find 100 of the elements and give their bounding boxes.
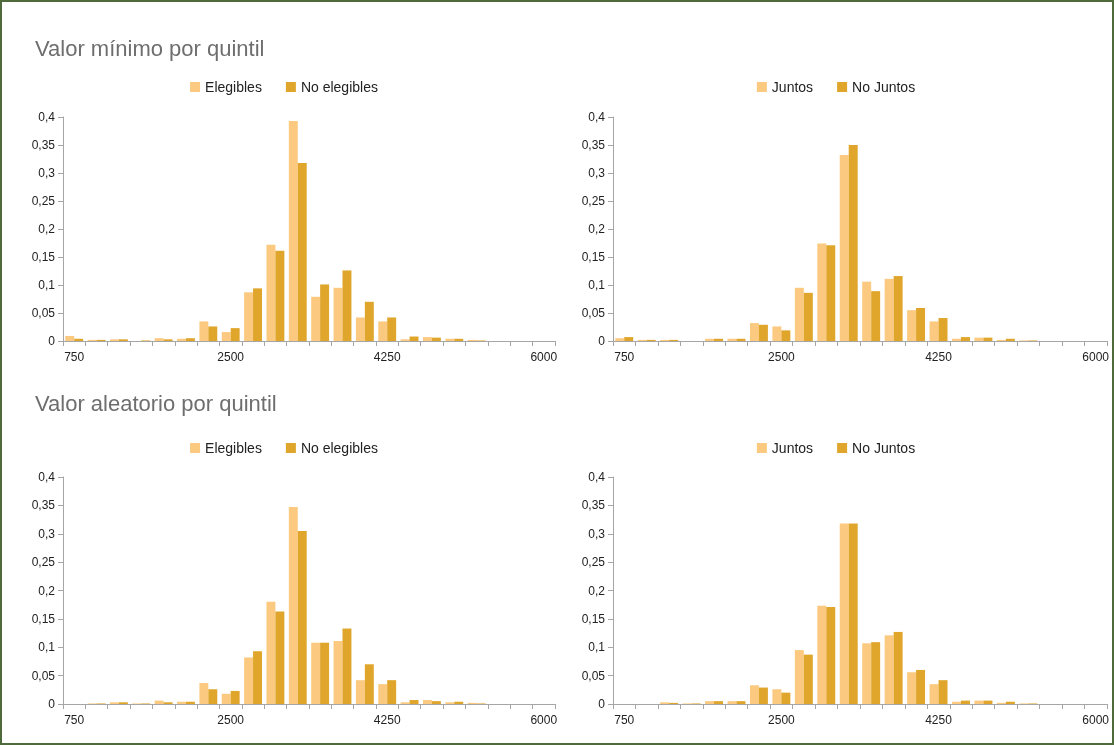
y-tick-label: 0,25 <box>31 194 56 208</box>
x-tick-label: 4250 <box>925 713 953 727</box>
bar <box>938 680 948 704</box>
y-tick-label: 0 <box>48 334 56 348</box>
y-tick-label: 0,25 <box>581 194 606 208</box>
bar <box>871 642 881 704</box>
bar <box>431 337 441 341</box>
bar <box>938 318 948 341</box>
bar <box>177 338 186 341</box>
bar <box>624 337 634 341</box>
y-tick-label: 0 <box>598 697 606 711</box>
bar <box>893 276 903 341</box>
bar <box>817 605 827 704</box>
bar <box>431 701 441 704</box>
bar <box>1005 701 1015 704</box>
x-tick-label: 2500 <box>217 350 245 364</box>
y-tick-label: 0,35 <box>31 498 56 513</box>
y-tick-label: 0,4 <box>588 110 606 124</box>
bar <box>154 700 164 704</box>
y-tick-label: 0,2 <box>38 222 56 236</box>
bar <box>208 689 218 704</box>
bar <box>364 301 374 341</box>
bar <box>342 270 352 341</box>
x-tick-label: 2500 <box>217 713 245 727</box>
bar <box>230 690 240 704</box>
bar <box>221 693 231 704</box>
bar <box>848 523 858 704</box>
bar <box>871 291 881 341</box>
x-tick-label: 2500 <box>768 350 796 364</box>
y-tick-label: 0 <box>598 334 606 348</box>
bar <box>952 338 961 341</box>
bar <box>355 680 365 704</box>
y-tick-label: 0,3 <box>588 166 606 180</box>
y-tick-label: 0,35 <box>581 138 606 152</box>
bar <box>615 338 625 341</box>
bar <box>275 611 285 704</box>
bar <box>983 337 993 341</box>
y-tick-label: 0,15 <box>31 611 56 626</box>
bar <box>893 631 903 704</box>
x-tick-label: 2500 <box>768 713 796 727</box>
bar <box>422 700 432 704</box>
x-tick-label: 6000 <box>1082 713 1110 727</box>
y-tick-label: 0,25 <box>31 555 56 570</box>
bar <box>826 606 836 704</box>
bar <box>445 338 455 341</box>
bar <box>266 601 276 704</box>
x-tick-label: 750 <box>64 350 85 364</box>
x-tick-label: 750 <box>614 713 635 727</box>
bar <box>199 683 209 704</box>
bar <box>1005 338 1015 341</box>
y-tick-label: 0,15 <box>581 250 606 264</box>
bar <box>275 250 285 341</box>
bar <box>154 338 164 341</box>
y-tick-label: 0,35 <box>581 498 606 513</box>
legend-label: No elegibles <box>300 440 378 456</box>
bar <box>817 243 827 341</box>
bar <box>311 642 321 704</box>
bar <box>916 307 926 341</box>
bar <box>781 330 791 341</box>
x-tick-label: 750 <box>64 713 85 727</box>
bar <box>266 244 276 341</box>
bar <box>320 284 330 341</box>
bar <box>727 701 737 704</box>
bar <box>65 335 75 341</box>
bar <box>749 323 759 341</box>
bar <box>884 635 894 704</box>
bar <box>758 687 768 704</box>
bar <box>772 326 782 341</box>
bar <box>848 145 858 341</box>
bar <box>333 641 343 704</box>
y-tick-label: 0,05 <box>31 306 56 320</box>
bar <box>454 701 464 704</box>
bar <box>803 292 813 341</box>
legend-label: Juntos <box>771 440 814 456</box>
bar <box>794 287 804 341</box>
bar <box>705 701 715 704</box>
bar <box>916 669 926 704</box>
bar <box>253 288 262 341</box>
bar <box>454 338 464 341</box>
bar <box>794 650 804 704</box>
y-tick-label: 0,3 <box>38 526 56 541</box>
bar <box>288 507 298 704</box>
y-tick-label: 0,2 <box>588 583 606 598</box>
bar <box>736 701 746 704</box>
bar <box>409 336 419 341</box>
bar <box>826 245 836 341</box>
bar <box>364 664 374 704</box>
legend-label: No Juntos <box>852 440 916 456</box>
bar <box>749 685 759 704</box>
x-tick-label: 4250 <box>925 350 953 364</box>
bar <box>185 701 195 704</box>
bar <box>185 338 195 341</box>
y-tick-label: 0,3 <box>38 166 56 180</box>
bar <box>839 523 849 704</box>
bar <box>288 120 298 341</box>
bar <box>378 684 388 704</box>
y-tick-label: 0,15 <box>31 250 56 264</box>
legend-label: Juntos <box>771 79 814 95</box>
bar <box>221 332 231 341</box>
bar <box>342 628 352 704</box>
